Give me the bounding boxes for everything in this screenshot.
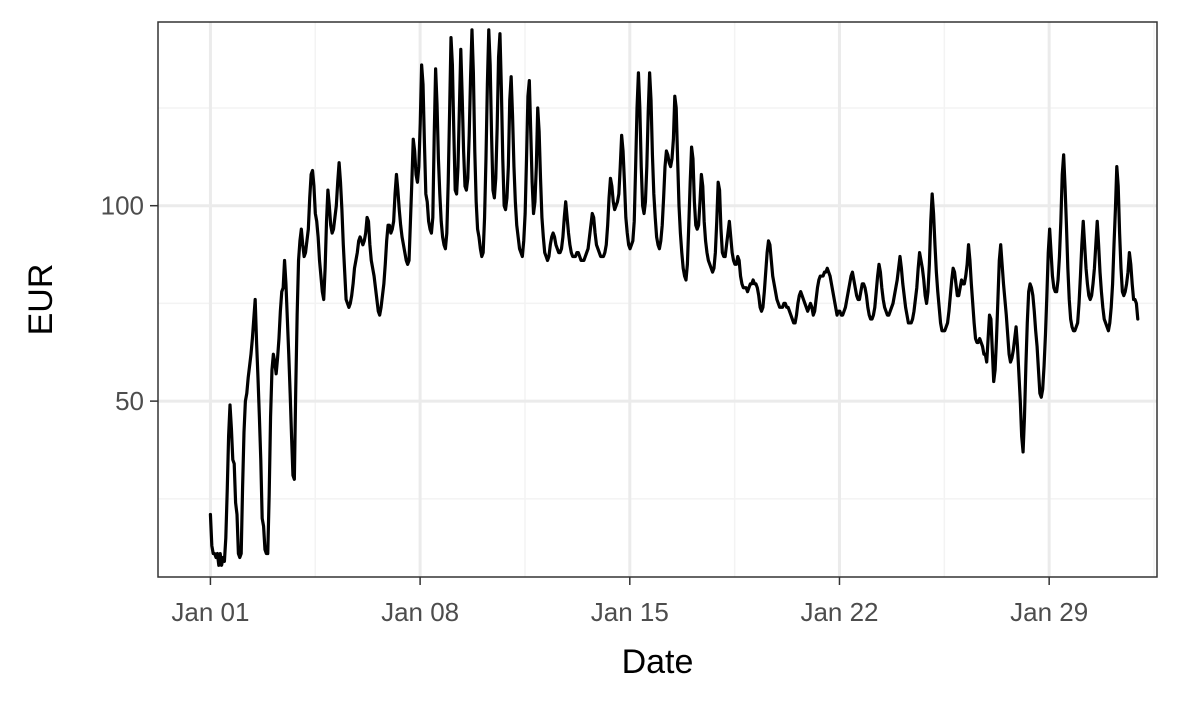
y-axis-title: EUR [22,264,60,336]
series-layer [208,28,1140,567]
major-gridlines [158,22,1157,577]
panel-border [157,21,1158,578]
x-tick-label: Jan 08 [381,597,459,627]
y-tick-label: 100 [101,191,144,221]
axis-ticks [150,204,1050,585]
x-tick-label: Jan 29 [1010,597,1088,627]
x-tick-label: Jan 15 [591,597,669,627]
y-tick-labels: 50 100 [101,191,144,416]
minor-gridlines [158,22,1157,577]
x-axis-title: Date [622,643,694,681]
x-tick-label: Jan 01 [171,597,249,627]
series-line [208,28,1140,567]
x-tick-labels: Jan 01 Jan 08 Jan 15 Jan 22 Jan 29 [171,597,1088,627]
y-tick-label: 50 [115,386,144,416]
x-tick-label: Jan 22 [800,597,878,627]
